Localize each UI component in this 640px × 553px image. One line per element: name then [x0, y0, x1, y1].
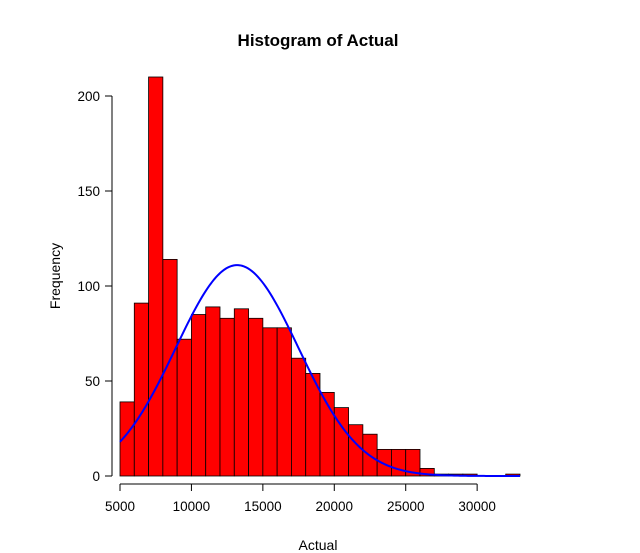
histogram-bar	[276, 327, 292, 477]
x-tick-label: 5000	[105, 499, 135, 514]
histogram-bar	[376, 448, 392, 477]
y-tick-label: 50	[85, 374, 100, 389]
histogram-bar	[405, 448, 421, 477]
x-tick-label: 10000	[173, 499, 211, 514]
histogram-bar	[162, 258, 178, 477]
histogram-bar	[191, 314, 207, 477]
histogram-bar	[233, 308, 249, 477]
histogram-bar	[262, 327, 278, 477]
x-tick-label: 25000	[387, 499, 425, 514]
y-tick-label: 150	[77, 184, 100, 199]
y-tick-label: 200	[77, 89, 100, 104]
histogram-bar	[148, 76, 164, 477]
y-axis-label: Frequency	[47, 243, 63, 309]
x-tick-label: 15000	[244, 499, 282, 514]
histogram-bar	[291, 357, 307, 477]
y-axis: 0 50 100 150 200	[77, 89, 113, 484]
x-tick-label: 30000	[458, 499, 496, 514]
normal-curve-line	[119, 264, 520, 477]
histogram-bar	[419, 467, 435, 477]
histogram-bar	[133, 302, 149, 477]
histogram-bar	[205, 306, 221, 477]
histogram-bar	[219, 317, 235, 477]
histogram-bar	[248, 317, 264, 477]
x-axis: 5000 10000 15000 20000 25000 30000	[105, 483, 496, 514]
histogram-bar	[176, 338, 192, 477]
chart-title: Histogram of Actual	[238, 31, 399, 50]
histogram-bar	[348, 424, 364, 477]
histogram-bar	[391, 448, 407, 477]
normal-curve-group	[119, 264, 520, 477]
x-tick-label: 20000	[316, 499, 354, 514]
y-tick-label: 0	[92, 469, 100, 484]
y-tick-label: 100	[77, 279, 100, 294]
x-axis-label: Actual	[299, 537, 338, 553]
bars-group	[119, 76, 521, 477]
